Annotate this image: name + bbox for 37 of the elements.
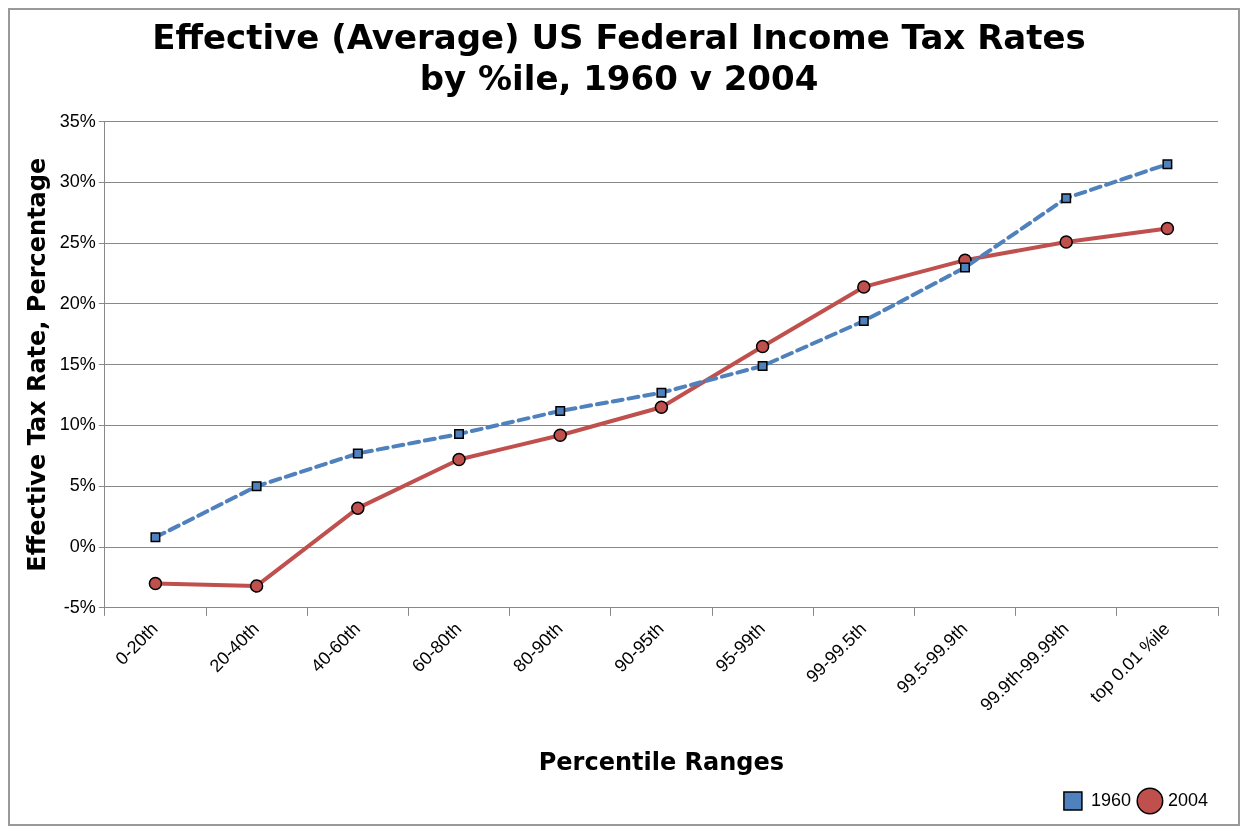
y-tick-label: 10% <box>59 414 96 435</box>
text: Effective (Average) US Federal Income Tax Rates <box>152 17 1086 58</box>
point <box>251 481 262 492</box>
legend-label: 1960 <box>1090 789 1131 810</box>
point <box>1160 221 1175 236</box>
point <box>553 428 567 442</box>
point <box>452 452 466 467</box>
y-tick-label: 0% <box>69 536 96 557</box>
y-tick-label: 15% <box>59 353 96 374</box>
x-axis-title: Percentile Ranges <box>538 747 785 776</box>
y-tick-label: 25% <box>59 232 96 253</box>
point <box>1059 235 1073 249</box>
point <box>858 315 869 326</box>
point <box>857 280 871 294</box>
point <box>1061 193 1072 204</box>
y-tick-label: 30% <box>59 171 96 192</box>
y-axis-title: Effective Tax Rate, Percentage <box>22 157 51 572</box>
x-tick-label: top 0.01 %ile <box>1086 618 1174 707</box>
point <box>352 448 363 459</box>
point <box>757 360 768 371</box>
legend-label: 2004 <box>1167 789 1208 810</box>
y-tick-label: -5% <box>63 596 96 617</box>
point <box>1162 159 1173 170</box>
point <box>656 387 667 398</box>
y-tick-label: 5% <box>69 475 96 496</box>
point <box>150 532 161 543</box>
point <box>654 400 669 415</box>
y-tick-label: 20% <box>59 292 96 313</box>
point <box>148 576 163 591</box>
text: by %ile, 1960 v 2004 <box>419 58 819 99</box>
point <box>960 262 970 273</box>
y-tick-label: 35% <box>59 110 96 131</box>
point <box>351 501 365 515</box>
point <box>755 339 770 354</box>
point <box>249 579 264 593</box>
point <box>454 429 465 439</box>
point <box>555 405 566 416</box>
